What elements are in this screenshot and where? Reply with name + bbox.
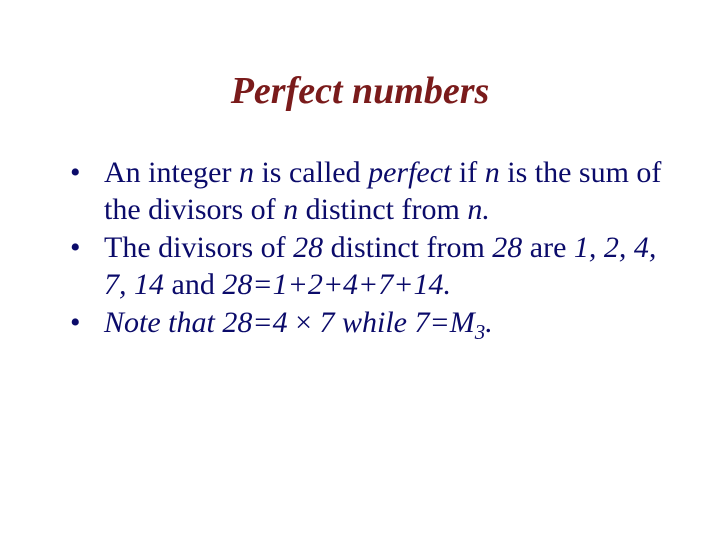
text-segment: Note that 28=4	[104, 306, 295, 339]
text-segment: 28	[492, 231, 522, 264]
text-segment: if	[451, 156, 484, 189]
slide-title: Perfect numbers	[50, 70, 670, 114]
text-segment: is called	[254, 156, 368, 189]
text-segment: are	[522, 231, 574, 264]
slide: Perfect numbers An integer n is called p…	[0, 0, 720, 540]
bullet-item: Note that 28=4 × 7 while 7=M3.	[70, 304, 670, 342]
bullet-item: An integer n is called perfect if n is t…	[70, 154, 670, 229]
text-segment: 28=1+2+4+7+14.	[222, 268, 451, 301]
text-segment: n.	[467, 193, 490, 226]
text-segment: .	[485, 306, 493, 339]
text-segment: ×	[295, 306, 312, 339]
bullet-item: The divisors of 28 distinct from 28 are …	[70, 229, 670, 304]
text-segment: The divisors of	[104, 231, 293, 264]
text-segment: 28	[293, 231, 323, 264]
text-segment: 3	[475, 320, 486, 344]
text-segment: n	[485, 156, 500, 189]
text-segment: n	[239, 156, 254, 189]
text-segment: An integer	[104, 156, 239, 189]
text-segment: and	[164, 268, 222, 301]
text-segment: 7 while 7=M	[312, 306, 475, 339]
text-segment: n	[283, 193, 298, 226]
text-segment: distinct from	[323, 231, 492, 264]
bullet-list: An integer n is called perfect if n is t…	[70, 154, 670, 342]
text-segment: distinct from	[298, 193, 467, 226]
text-segment: perfect	[368, 156, 451, 189]
